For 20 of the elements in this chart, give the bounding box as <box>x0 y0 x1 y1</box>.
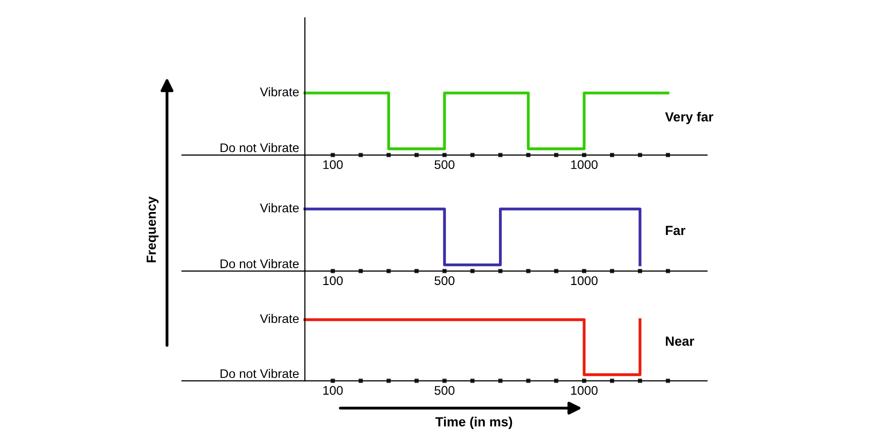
x-tick-label: 1000 <box>571 386 598 395</box>
x-tick-label: 100 <box>323 386 343 395</box>
text: Very far <box>665 112 714 124</box>
annotation: Vibrate <box>260 203 299 212</box>
x-tick-label: 500 <box>434 386 454 395</box>
x-tick-label: 1000 <box>571 276 598 286</box>
x-tick-label: 100 <box>323 276 343 286</box>
annotation: Vibrate <box>260 314 299 324</box>
annotation: Do not Vibrate <box>220 259 299 268</box>
y-axis-title: Frequency <box>146 196 159 262</box>
x-tick-label: 100 <box>323 160 343 170</box>
annotation: Vibrate <box>260 87 299 96</box>
x-tick-label: 1000 <box>571 160 598 170</box>
text: Near <box>666 336 694 346</box>
x-axis-title: Time (in ms) <box>435 416 512 430</box>
text: Far <box>666 226 686 236</box>
annotation: Do not Vibrate <box>220 142 299 152</box>
x-tick-label: 500 <box>434 160 454 170</box>
x-tick-label: 500 <box>434 276 454 286</box>
annotation: Do not Vibrate <box>220 368 299 378</box>
